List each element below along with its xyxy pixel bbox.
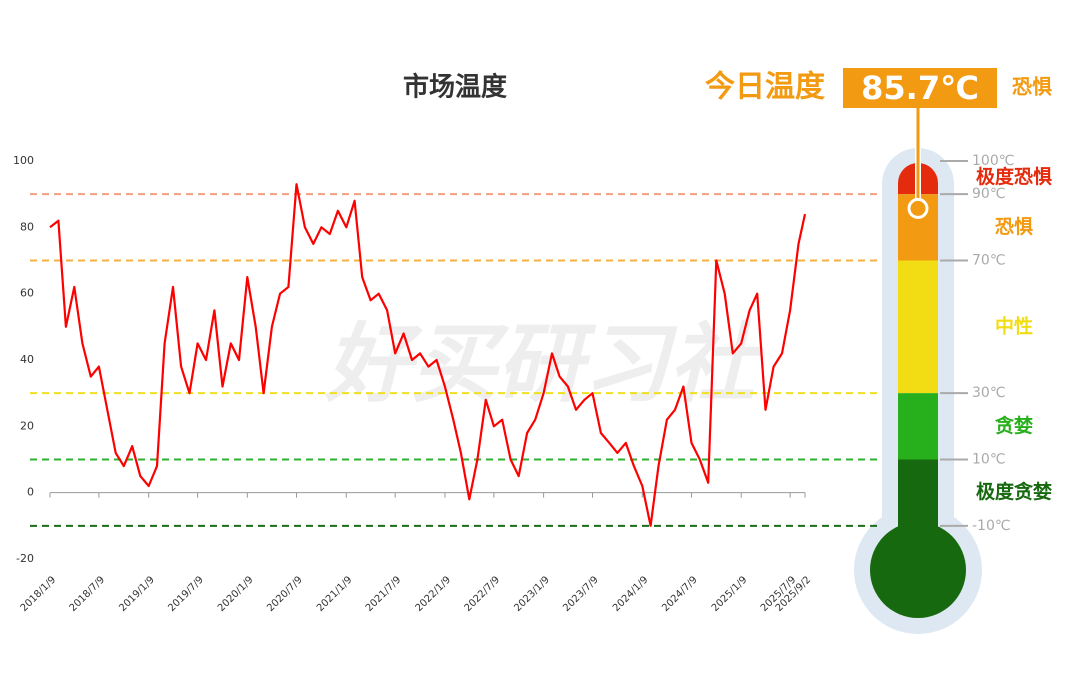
x-tick-label: 2019/1/9 (117, 574, 157, 614)
chart-title: 市场温度 (403, 72, 507, 103)
x-tick-label: 2023/7/9 (561, 574, 601, 614)
watermark: 好买研习社 (324, 314, 763, 414)
y-tick-label: 0 (27, 486, 34, 499)
scale-label: 30℃ (972, 385, 1006, 401)
x-tick-label: 2018/1/9 (19, 574, 59, 614)
x-tick-label: 2019/7/9 (166, 574, 206, 614)
x-tick-label: 2018/7/9 (68, 574, 108, 614)
y-tick-label: 100 (13, 154, 34, 167)
today-value: 85.7℃ (861, 69, 979, 107)
zone-label: 恐惧 (995, 216, 1033, 238)
line-series (49, 183, 807, 527)
x-tick-label: 2024/7/9 (660, 574, 700, 614)
y-tick-label: 80 (20, 220, 34, 233)
thermometer-bulb (870, 522, 966, 618)
scale-label: 10℃ (972, 452, 1006, 468)
scale-label: 70℃ (972, 253, 1006, 269)
x-tick-label: 2021/1/9 (315, 574, 355, 614)
thermometer-zone (898, 459, 938, 526)
thermometer-tube (898, 163, 938, 526)
scale-label: -10℃ (972, 518, 1011, 534)
x-tick-label: 2021/7/9 (364, 574, 404, 614)
today-label: 今日温度 (705, 70, 825, 105)
x-tick-label: 2022/7/9 (463, 574, 503, 614)
x-tick-label: 2024/1/9 (611, 574, 651, 614)
today-marker (907, 197, 929, 219)
zone-label: 极度恐惧 (976, 165, 1052, 188)
zone-label: 极度贪婪 (976, 480, 1052, 503)
x-tick-label: 2020/1/9 (216, 574, 256, 614)
scale-label: 100℃ (972, 153, 1014, 169)
zone-label: 中性 (995, 314, 1033, 337)
scale-label: 90℃ (972, 186, 1006, 202)
x-tick-label: 2020/7/9 (265, 574, 305, 614)
zone-label: 贪婪 (994, 414, 1033, 437)
y-tick-label: -20 (16, 552, 34, 565)
y-tick-label: 20 (20, 419, 34, 432)
thermometer-zone (898, 393, 938, 460)
thermometer-zone (898, 260, 938, 394)
y-tick-label: 40 (20, 353, 34, 366)
y-tick-label: 60 (20, 287, 34, 300)
today-box (843, 68, 997, 108)
x-tick-label: 2022/1/9 (414, 574, 454, 614)
today-status: 恐惧 (1012, 75, 1052, 99)
x-tick-label: 2023/1/9 (512, 574, 552, 614)
x-tick-label: 2025/1/9 (710, 574, 750, 614)
